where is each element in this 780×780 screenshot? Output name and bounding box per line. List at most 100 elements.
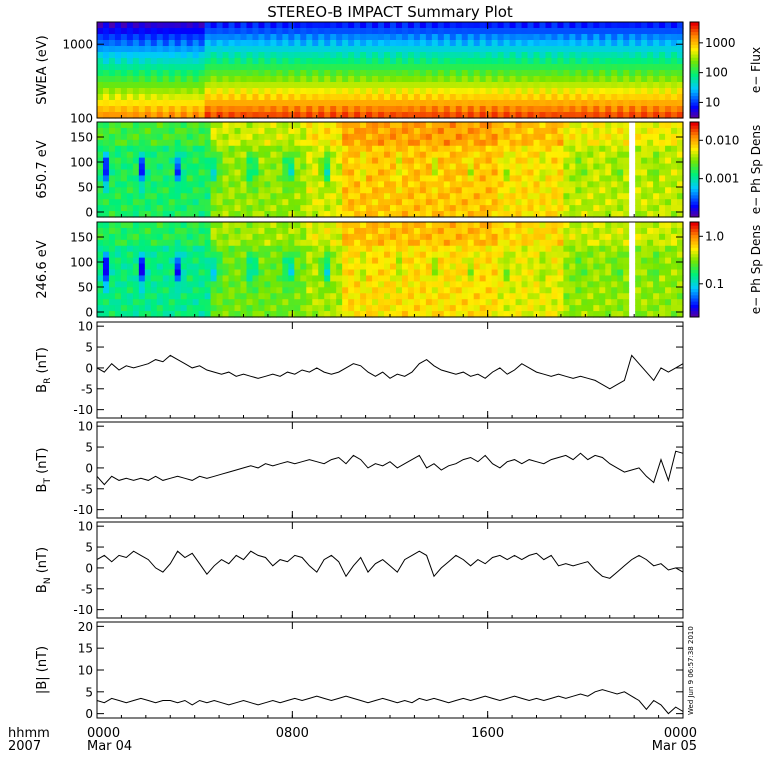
heatmap-cell (503, 205, 511, 212)
heatmap-cell (282, 34, 289, 41)
heatmap-cell (120, 269, 128, 277)
heatmap-cell (216, 175, 224, 182)
heatmap-cell (665, 100, 672, 107)
heatmap-cell (485, 133, 493, 141)
heatmap-cell (653, 239, 660, 247)
heatmap-cell (581, 199, 588, 206)
heatmap-cell (437, 70, 445, 77)
heatmap-cell (521, 40, 529, 47)
heatmap-cell (192, 299, 200, 306)
heatmap-cell (384, 145, 391, 153)
heatmap-cell (635, 157, 642, 165)
heatmap-cell (342, 287, 349, 294)
heatmap-cell (605, 139, 612, 147)
heatmap-cell (288, 40, 295, 47)
heatmap-cell (635, 34, 642, 41)
heatmap-cell (443, 34, 451, 41)
heatmap-cell (659, 305, 666, 312)
heatmap-cell (407, 169, 415, 177)
heatmap-cell (126, 293, 134, 300)
heatmap-cell (395, 275, 403, 282)
heatmap-cell (300, 239, 307, 247)
heatmap-cell (264, 281, 272, 288)
heatmap-cell (138, 151, 146, 159)
heatmap-cell (294, 106, 301, 113)
heatmap-cell (431, 151, 439, 159)
heatmap-cell (378, 40, 385, 47)
heatmap-cell (102, 112, 110, 119)
heatmap-cell (240, 187, 248, 194)
heatmap-cell (97, 58, 104, 65)
heatmap-cell (150, 227, 158, 235)
heatmap-cell (449, 157, 457, 165)
heatmap-cell (461, 82, 469, 89)
heatmap-cell (677, 257, 684, 265)
heatmap-cell (336, 133, 343, 141)
heatmap-cell (665, 175, 672, 182)
heatmap-cell (395, 233, 403, 241)
heatmap-cell (539, 199, 547, 206)
heatmap-cell (437, 52, 445, 59)
heatmap-cell (114, 263, 122, 271)
heatmap-cell (372, 106, 379, 113)
heatmap-cell (180, 122, 188, 129)
heatmap-cell (162, 245, 170, 253)
heatmap-cell (192, 281, 200, 288)
heatmap-cell (557, 94, 565, 101)
heatmap-cell (647, 293, 654, 300)
heatmap-cell (401, 133, 409, 141)
heatmap-cell (282, 106, 289, 113)
heatmap-cell (467, 227, 475, 235)
heatmap-cell (97, 157, 104, 165)
heatmap-cell (150, 233, 158, 241)
heatmap-cell (623, 305, 630, 312)
heatmap-cell (569, 233, 576, 241)
heatmap-cell (240, 52, 248, 59)
heatmap-cell (270, 64, 277, 71)
heatmap-cell (366, 139, 373, 147)
heatmap-cell (677, 94, 684, 101)
heatmap-cell (204, 293, 212, 300)
heatmap-cell (162, 82, 170, 89)
heatmap-cell (348, 175, 355, 182)
heatmap-cell (102, 163, 110, 171)
heatmap-cell (258, 281, 266, 288)
heatmap-cell (132, 94, 140, 101)
heatmap-cell (629, 40, 636, 47)
heatmap-cell (659, 275, 666, 282)
heatmap-cell (132, 287, 140, 294)
heatmap-cell (395, 257, 403, 265)
heatmap-cell (126, 251, 134, 259)
heatmap-cell (102, 287, 110, 294)
heatmap-cell (521, 133, 529, 141)
heatmap-cell (162, 222, 170, 229)
heatmap-cell (473, 58, 481, 65)
heatmap-cell (150, 187, 158, 194)
heatmap-cell (599, 34, 606, 41)
heatmap-cell (336, 299, 343, 306)
heatmap-cell (378, 34, 385, 41)
heatmap-cell (300, 257, 307, 265)
heatmap-cell (216, 58, 224, 65)
heatmap-cell (575, 139, 582, 147)
heatmap-cell (288, 211, 295, 218)
heatmap-cell (240, 245, 248, 253)
heatmap-cell (539, 28, 547, 35)
heatmap-cell (342, 100, 349, 107)
heatmap-cell (126, 311, 134, 318)
heatmap-cell (378, 175, 385, 182)
heatmap-cell (557, 287, 565, 294)
heatmap-cell (282, 175, 289, 182)
heatmap-cell (485, 82, 493, 89)
heatmap-cell (246, 46, 254, 53)
heatmap-cell (168, 257, 176, 265)
heatmap-cell (252, 299, 260, 306)
heatmap-cell (581, 64, 588, 71)
colorbar-segment (690, 291, 699, 296)
heatmap-cell (144, 205, 152, 212)
heatmap-cell (653, 133, 660, 141)
heatmap-cell (246, 257, 254, 265)
heatmap-cell (593, 245, 600, 253)
heatmap-cell (108, 227, 116, 235)
heatmap-cell (503, 251, 511, 259)
